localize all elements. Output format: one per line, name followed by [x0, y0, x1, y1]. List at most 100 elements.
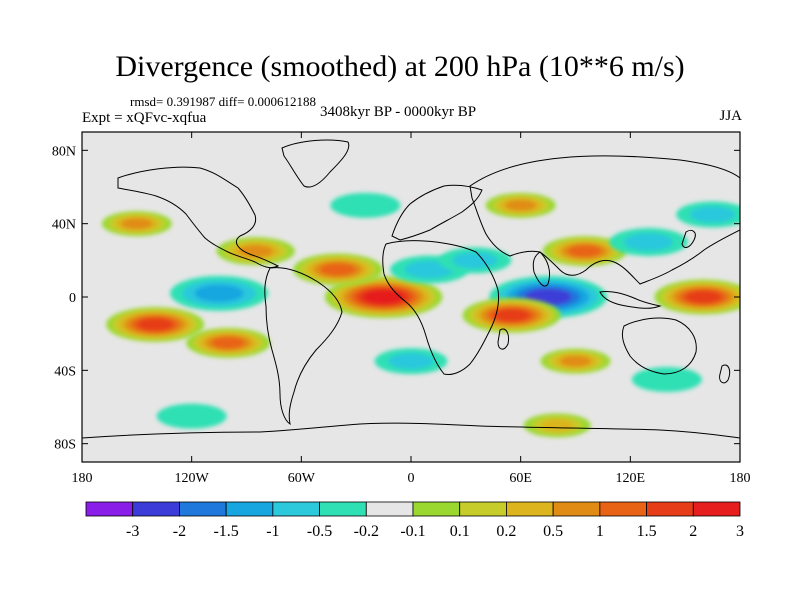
- colorbar-label: 1: [596, 523, 604, 540]
- y-tick-label: 80S: [54, 438, 76, 453]
- x-tick-label: 60W: [288, 471, 316, 486]
- y-tick-label: 0: [69, 291, 76, 306]
- coastline-africa: [382, 240, 499, 375]
- contour-level: [505, 199, 536, 211]
- rmsd-stats: rmsd= 0.391987 diff= 0.000612188: [130, 94, 316, 109]
- contour-level: [388, 353, 434, 370]
- anomaly-equatorial-atlantic: [324, 276, 443, 318]
- coastlines: [82, 139, 740, 439]
- coastline-japan: [681, 229, 696, 248]
- coastline-india: [532, 251, 551, 287]
- coastline-asia: [469, 155, 740, 285]
- contour-level: [319, 263, 356, 276]
- colorbar-box: [179, 501, 227, 517]
- colorbar: -3 -2 -1.5 -1 -0.5 -0.2 -0.1 0.1 0.2 0.5 1 1.5 2 3: [85, 501, 744, 540]
- contour-level: [567, 245, 602, 258]
- plot-title: Divergence (smoothed) at 200 hPa (10**6 …: [115, 50, 685, 83]
- colorbar-label: 3: [736, 523, 744, 540]
- anomaly-south-pacific-band-2: [186, 327, 271, 358]
- colorbar-box: [506, 501, 554, 517]
- contour-level: [560, 355, 591, 367]
- x-tick-label: 180: [730, 471, 751, 486]
- x-tick-label: 180: [72, 471, 93, 486]
- y-tick-label: 80N: [52, 144, 76, 159]
- colorbar-box: [412, 501, 461, 517]
- contour-level: [211, 336, 246, 349]
- contour-level: [194, 284, 244, 303]
- colorbar-box: [646, 501, 694, 517]
- anomaly-north-atlantic-subtropics: [293, 253, 383, 286]
- coastline-indonesia: [599, 291, 662, 309]
- coastline-north-america: [117, 166, 280, 269]
- colorbar-label: -2: [173, 523, 186, 540]
- colorbar-label: 0.2: [496, 523, 516, 540]
- contour-level: [493, 308, 530, 322]
- colorbar-label: 1.5: [637, 523, 657, 540]
- coastline-madagascar: [497, 328, 509, 350]
- x-tick-label: 120E: [616, 471, 646, 486]
- anomaly-caribbean-gulf: [216, 237, 295, 266]
- anomaly-north-pacific-midlat: [676, 201, 740, 228]
- x-tick-label: 120W: [175, 471, 210, 486]
- colorbar-label: 2: [689, 523, 697, 540]
- coastline-new-zealand: [719, 364, 731, 384]
- season-label: JJA: [719, 108, 742, 124]
- anomaly-eurasia-midlat: [485, 192, 556, 218]
- colorbar-box: [599, 501, 647, 517]
- contour-level: [540, 419, 575, 432]
- colorbar-label: -0.1: [400, 523, 425, 540]
- colorbar-label: 0.5: [543, 523, 563, 540]
- anomaly-south-asia-monsoon: [542, 236, 627, 267]
- period-label: 3408kyr BP - 0000kyr BP: [320, 104, 477, 120]
- anomaly-north-pacific-east: [101, 211, 172, 237]
- contour-level: [330, 192, 401, 218]
- coastline-antarctica: [82, 422, 740, 439]
- anomaly-southern-ocean-atlantic: [374, 348, 448, 375]
- contour-level: [689, 206, 736, 223]
- anomaly-south-pacific-band: [106, 307, 205, 342]
- contour-level: [631, 367, 702, 392]
- colorbar-box: [85, 501, 134, 517]
- contour-level: [156, 403, 227, 429]
- colorbar-label: 0.1: [450, 523, 470, 540]
- colorbar-box: [552, 501, 601, 517]
- contour-level: [121, 218, 153, 230]
- colorbar-label: -1: [266, 523, 279, 540]
- colorbar-box: [319, 501, 367, 517]
- colorbar-box: [692, 501, 741, 517]
- contour-level: [362, 289, 405, 305]
- coastline-south-america: [264, 267, 343, 426]
- contour-level: [624, 233, 674, 251]
- x-tick-label: 0: [408, 471, 415, 486]
- divergence-field: [101, 192, 740, 438]
- contour-level: [238, 245, 273, 258]
- anomaly-south-indian-ocean: [540, 348, 611, 374]
- anomaly-east-pacific-tropics: [170, 275, 269, 311]
- contour-level: [685, 290, 722, 304]
- anomaly-antarctic-indian: [523, 413, 591, 438]
- anomaly-east-africa-band: [462, 297, 561, 333]
- colorbar-box: [272, 501, 320, 517]
- x-tick-label: 60E: [509, 471, 532, 486]
- map-axes: 180 120W 60W 0 60E 120E 180 80N 40N 0 40S 80S: [52, 132, 751, 486]
- anomaly-west-pacific-warm-pool: [654, 279, 740, 315]
- contour-level: [452, 252, 498, 269]
- colorbar-label: -0.2: [354, 523, 379, 540]
- colorbar-box: [132, 501, 180, 517]
- anomaly-antarctic-pacific: [156, 403, 227, 429]
- contour-level: [136, 317, 174, 332]
- experiment-label: Expt = xQFvc-xqfua: [82, 110, 207, 126]
- anomaly-east-asia-band: [609, 228, 688, 256]
- anomaly-australia-south: [631, 367, 702, 392]
- coastline-greenland: [281, 139, 350, 188]
- colorbar-box: [459, 501, 507, 517]
- colorbar-label: -3: [126, 523, 139, 540]
- anomaly-north-atlantic-midlat: [330, 192, 401, 218]
- y-tick-label: 40S: [54, 364, 76, 379]
- colorbar-box: [225, 501, 274, 517]
- y-tick-label: 40N: [52, 218, 76, 233]
- colorbar-box: [365, 501, 414, 517]
- colorbar-label: -1.5: [213, 523, 238, 540]
- coastline-australia: [621, 317, 697, 375]
